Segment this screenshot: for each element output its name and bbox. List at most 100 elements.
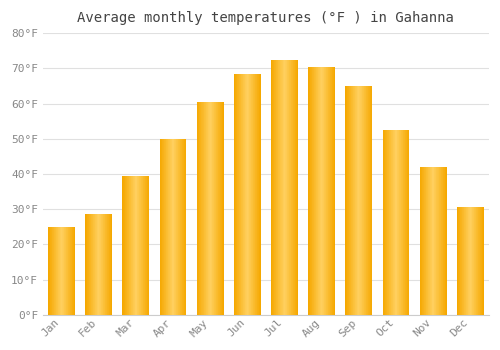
Bar [223,102,224,315]
Bar [327,66,328,315]
Bar [171,139,172,315]
Bar [284,60,285,315]
Bar [63,227,64,315]
Bar [445,167,446,315]
Bar [58,227,59,315]
Bar [400,130,402,315]
Bar [59,227,60,315]
Bar [483,208,484,315]
Bar [426,167,427,315]
Bar [185,139,186,315]
Bar [470,208,471,315]
Bar [86,215,88,315]
Bar [48,227,49,315]
Bar [73,227,74,315]
Bar [479,208,480,315]
Bar [50,227,51,315]
Bar [173,139,174,315]
Bar [467,208,468,315]
Bar [424,167,425,315]
Bar [365,86,366,315]
Bar [318,66,319,315]
Bar [439,167,440,315]
Bar [172,139,173,315]
Bar [108,215,110,315]
Bar [69,227,70,315]
Bar [465,208,466,315]
Bar [433,167,434,315]
Bar [427,167,428,315]
Bar [98,215,100,315]
Bar [468,208,469,315]
Bar [473,208,474,315]
Bar [220,102,221,315]
Bar [138,176,139,315]
Bar [296,60,297,315]
Bar [201,102,202,315]
Bar [202,102,203,315]
Bar [212,102,213,315]
Bar [66,227,67,315]
Bar [143,176,144,315]
Bar [314,66,315,315]
Bar [146,176,147,315]
Bar [124,176,125,315]
Bar [206,102,207,315]
Bar [131,176,132,315]
Bar [248,74,250,315]
Bar [458,208,459,315]
Bar [457,208,458,315]
Bar [208,102,209,315]
Bar [297,60,298,315]
Bar [359,86,360,315]
Bar [348,86,349,315]
Bar [481,208,482,315]
Bar [346,86,347,315]
Bar [322,66,323,315]
Bar [440,167,441,315]
Bar [330,66,331,315]
Bar [242,74,244,315]
Bar [180,139,181,315]
Bar [286,60,287,315]
Bar [480,208,481,315]
Bar [139,176,140,315]
Bar [442,167,443,315]
Bar [364,86,365,315]
Bar [70,227,71,315]
Bar [136,176,137,315]
Bar [363,86,364,315]
Bar [278,60,279,315]
Bar [478,208,479,315]
Bar [462,208,463,315]
Bar [213,102,214,315]
Bar [475,208,476,315]
Bar [332,66,333,315]
Bar [88,215,90,315]
Bar [122,176,123,315]
Bar [135,176,136,315]
Bar [350,86,351,315]
Bar [184,139,185,315]
Bar [382,130,384,315]
Bar [197,102,198,315]
Bar [68,227,69,315]
Bar [464,208,465,315]
Bar [90,215,92,315]
Bar [94,215,96,315]
Bar [133,176,134,315]
Bar [294,60,295,315]
Bar [164,139,165,315]
Bar [471,208,472,315]
Bar [169,139,170,315]
Bar [236,74,238,315]
Bar [161,139,162,315]
Bar [352,86,353,315]
Bar [428,167,429,315]
Bar [52,227,53,315]
Bar [271,60,272,315]
Bar [250,74,252,315]
Bar [221,102,222,315]
Bar [436,167,437,315]
Bar [398,130,400,315]
